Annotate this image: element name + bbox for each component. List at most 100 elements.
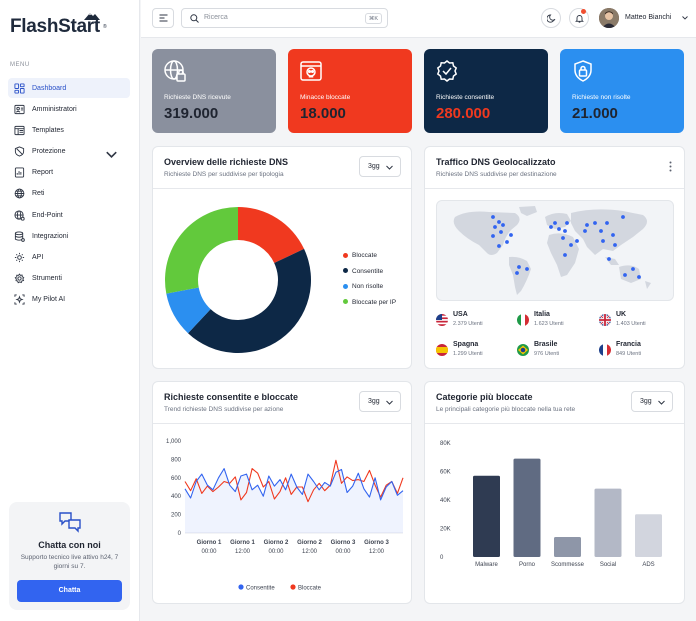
map-point[interactable] <box>517 265 521 269</box>
theme-toggle-button[interactable] <box>541 8 561 28</box>
legend-label: Bloccate <box>352 252 377 259</box>
map-point[interactable] <box>557 227 561 231</box>
map-point[interactable] <box>553 221 557 225</box>
map-point[interactable] <box>525 267 529 271</box>
period-select[interactable]: 3gg <box>359 156 401 177</box>
map-point[interactable] <box>491 234 495 238</box>
sidebar-item-templates[interactable]: Templates <box>8 120 130 140</box>
series-line-bloccate[interactable] <box>184 459 404 503</box>
legend-item-bloccate-per-ip[interactable]: Bloccate per IP <box>343 299 396 306</box>
map-point[interactable] <box>497 244 501 248</box>
legend-item-non-risolte[interactable]: Non risolte <box>343 283 383 290</box>
map-point[interactable] <box>575 239 579 243</box>
bar-scommesse[interactable] <box>554 537 581 557</box>
map-point[interactable] <box>599 229 603 233</box>
donut-slice-non-risolte[interactable] <box>166 287 211 334</box>
donut-slice-bloccate[interactable] <box>238 207 305 263</box>
country-italia: Italia 1.623 Utenti <box>517 310 597 332</box>
sidebar-item-integrazioni[interactable]: Integrazioni <box>8 226 130 246</box>
world-map[interactable] <box>436 200 674 301</box>
map-point[interactable] <box>613 243 617 247</box>
chevron-down-icon[interactable] <box>106 149 117 160</box>
map-point[interactable] <box>509 233 513 237</box>
legend-label: Non risolte <box>352 283 384 290</box>
map-point[interactable] <box>515 271 519 275</box>
x-tick-label: ADS <box>642 562 654 568</box>
period-select[interactable]: 3gg <box>359 391 401 412</box>
sidebar-item-reti[interactable]: Reti <box>8 184 130 204</box>
country-name: Brasile <box>534 341 558 348</box>
map-point[interactable] <box>501 223 505 227</box>
country-francia: Francia 849 Utenti <box>599 340 679 362</box>
sidebar-item-report[interactable]: Report <box>8 163 130 183</box>
y-tick-label: 200 <box>171 513 182 519</box>
legend-label[interactable]: Bloccate <box>298 586 322 592</box>
sidebar-item-end-point[interactable]: End-Point <box>8 205 130 225</box>
country-usa: USA 2.379 Utenti <box>436 310 516 332</box>
card-subtitle: Richieste DNS per suddivise per tipologi… <box>164 171 284 178</box>
legend-item-bloccate[interactable]: Bloccate <box>343 252 377 259</box>
user-name[interactable]: Matteo Bianchi <box>625 14 672 21</box>
sidebar-item-dashboard[interactable]: Dashboard <box>8 78 130 98</box>
y-tick-label: 40K <box>440 498 451 504</box>
map-point[interactable] <box>593 221 597 225</box>
sidebar-toggle-button[interactable] <box>152 8 174 28</box>
sidebar-item-label: API <box>32 254 44 261</box>
donut-slice-bloccate-per-ip[interactable] <box>165 207 238 294</box>
legend-item-consentite[interactable]: Consentite <box>343 268 383 275</box>
world-map-graphic <box>453 206 651 295</box>
period-select[interactable]: 3gg <box>631 391 673 412</box>
bar-social[interactable] <box>594 488 622 557</box>
avatar[interactable] <box>599 8 619 28</box>
map-point[interactable] <box>499 230 503 234</box>
map-point[interactable] <box>601 239 605 243</box>
stat-label: Richieste DNS ricevute <box>164 94 231 101</box>
map-point[interactable] <box>549 225 553 229</box>
line-chart: 1,000 800 600 400 200 0 Giorno 1 00:00 Giorno 1 1… <box>166 439 404 592</box>
map-point[interactable] <box>497 220 501 224</box>
map-point[interactable] <box>631 267 635 271</box>
map-point[interactable] <box>611 233 615 237</box>
logo[interactable]: FlashStart <box>10 16 100 37</box>
card-title: Categorie più bloccate <box>436 392 533 402</box>
map-point[interactable] <box>607 257 611 261</box>
map-point[interactable] <box>623 273 627 277</box>
series-line-consentite[interactable] <box>184 468 404 501</box>
more-options-icon[interactable] <box>669 161 672 172</box>
x-tick-label: Giorno 2 <box>264 540 289 546</box>
map-point[interactable] <box>493 225 497 229</box>
bar-malware[interactable] <box>473 475 500 557</box>
bar-ads[interactable] <box>635 514 662 557</box>
map-point[interactable] <box>563 253 567 257</box>
sidebar-item-protezione[interactable]: Protezione <box>8 142 130 162</box>
map-point[interactable] <box>637 275 641 279</box>
map-point[interactable] <box>621 215 625 219</box>
x-tick-label: Giorno 3 <box>364 540 389 546</box>
map-point[interactable] <box>563 229 567 233</box>
sidebar-item-label: My Pilot AI <box>32 296 66 304</box>
chevron-down-icon[interactable] <box>682 16 688 20</box>
chat-button[interactable]: Chatta <box>17 580 122 602</box>
map-point[interactable] <box>561 236 565 240</box>
donut-slice-consentite[interactable] <box>188 248 311 353</box>
sidebar-item-my-pilot-ai[interactable]: My Pilot AI <box>8 290 130 310</box>
map-point[interactable] <box>491 215 495 219</box>
map-point[interactable] <box>565 221 569 225</box>
sidebar: FlashStart ® MENU Dashboard Amministrato… <box>0 0 140 621</box>
italy-flag-icon <box>517 314 529 326</box>
bar-porno[interactable] <box>513 458 541 557</box>
search-input[interactable]: Ricerca ⌘K <box>181 8 388 28</box>
templates-icon <box>14 125 25 135</box>
legend-label[interactable]: Consentite <box>246 586 275 592</box>
notifications-button[interactable] <box>569 8 589 28</box>
sidebar-nav: Dashboard Amministratori Templates Prote… <box>8 78 130 311</box>
sidebar-item-strumenti[interactable]: Strumenti <box>8 269 130 289</box>
map-point[interactable] <box>605 221 609 225</box>
map-point[interactable] <box>583 229 587 233</box>
map-point[interactable] <box>569 243 573 247</box>
map-point[interactable] <box>585 223 589 227</box>
shield-lock-icon <box>574 60 592 82</box>
sidebar-item-api[interactable]: API <box>8 248 130 268</box>
sidebar-item-amministratori[interactable]: Amministratori <box>8 99 130 119</box>
map-point[interactable] <box>505 240 509 244</box>
